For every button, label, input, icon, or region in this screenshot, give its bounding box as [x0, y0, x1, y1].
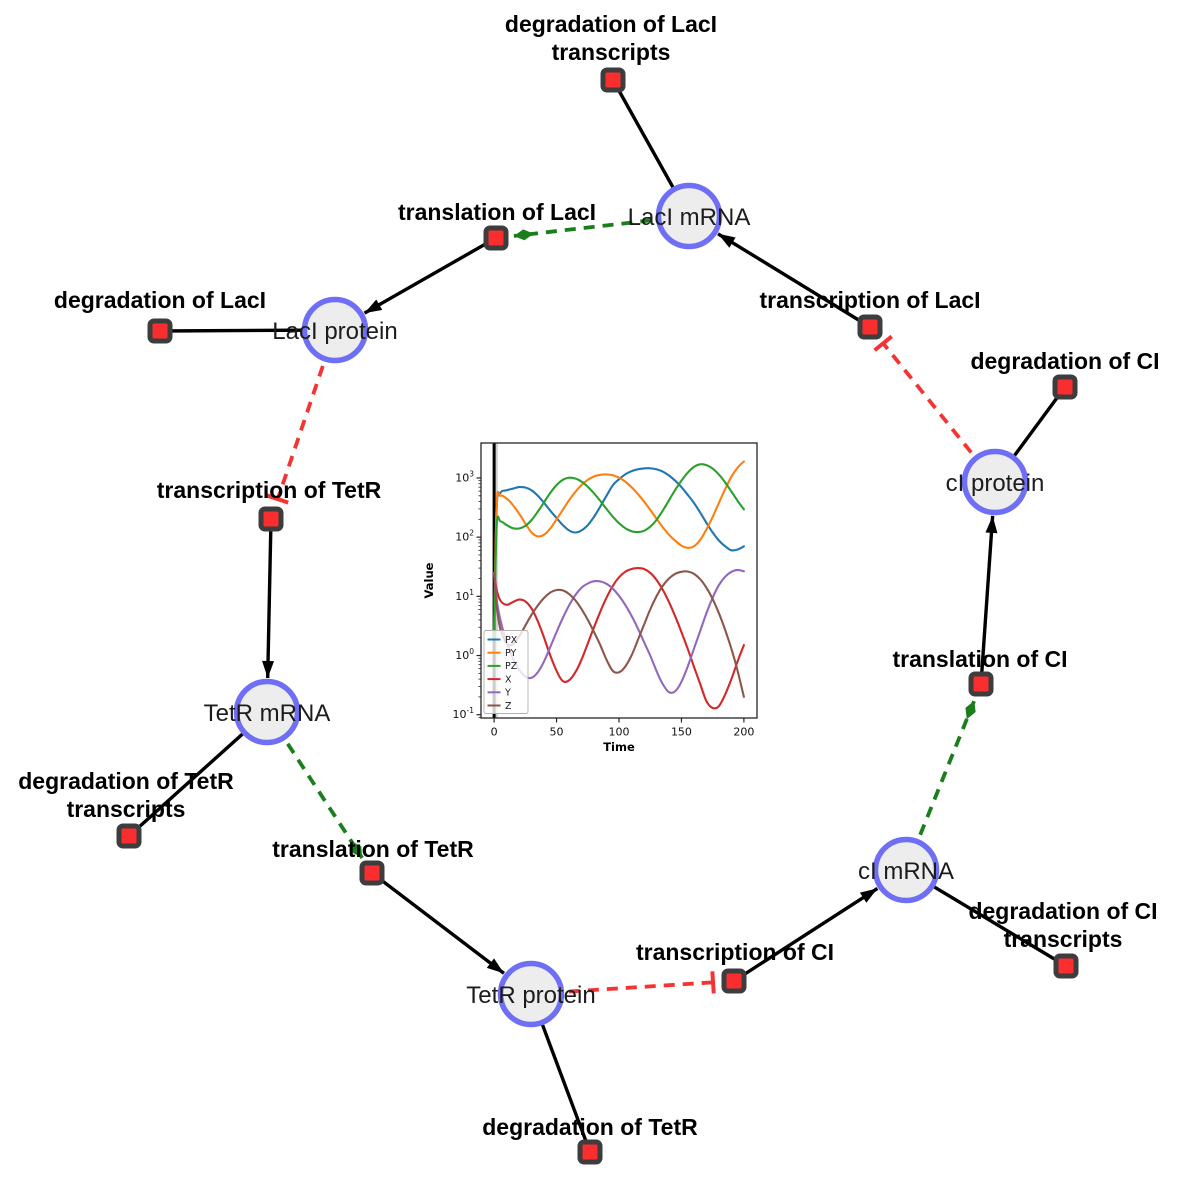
reaction-label-line: translation of LacI	[398, 199, 596, 225]
reaction-label-deg_LacI: degradation of LacI	[54, 287, 266, 313]
reaction-label-line: degradation of CI	[968, 898, 1157, 924]
edge-production-transcription_CI--cI_mRNA	[733, 887, 879, 983]
legend-label-PZ: PZ	[505, 661, 518, 672]
y-tick-exponent: 0	[469, 647, 474, 656]
series-line-X	[493, 567, 745, 710]
species-label-TetR_mRNA: TetR mRNA	[204, 700, 331, 727]
y-tick-label-10e1: 101	[455, 588, 474, 603]
reaction-label-line: degradation of TetR	[18, 768, 234, 794]
edge-production-transcription_TetR--TetR_mRNA	[262, 518, 275, 679]
edge-production-transcription_LacI--LacI_mRNA	[717, 232, 871, 329]
reaction-label-deg_TetR: degradation of TetR	[482, 1114, 698, 1140]
species-node-LacI_mRNA[interactable]	[655, 182, 723, 250]
series-line-PY	[493, 460, 745, 639]
x-tick-label-0: 0	[491, 726, 498, 739]
reaction-label-line: transcription of TetR	[157, 477, 382, 503]
legend-label-PY: PY	[505, 648, 517, 659]
y-tick-label-10e3: 103	[455, 469, 474, 484]
nodes-layer	[116, 67, 1079, 1165]
legend-label-X: X	[505, 674, 512, 685]
species-label-LacI_protein: LacI protein	[272, 318, 397, 345]
reaction-label-line: degradation of LacI	[54, 287, 266, 313]
labels-layer: LacI mRNA LacI protein TetR mRNA TetR prote…	[18, 11, 1159, 1140]
y-tick-label-10e2: 102	[455, 529, 474, 544]
reaction-node-transcription_LacI[interactable]	[857, 314, 883, 340]
y-tick-exponent: 1	[469, 588, 474, 597]
x-tick-label-200: 200	[733, 726, 754, 739]
y-tick-label-10e-1: 10-1	[453, 706, 475, 721]
legend-label-Y: Y	[504, 688, 511, 699]
species-node-cI_protein[interactable]	[961, 448, 1029, 516]
reaction-label-transcription_TetR: transcription of TetR	[157, 477, 382, 503]
reaction-node-translation_CI[interactable]	[968, 671, 994, 697]
x-tick-label-50: 50	[550, 726, 564, 739]
reaction-label-line: transcripts	[552, 39, 671, 65]
reaction-node-deg_LacI[interactable]	[147, 318, 173, 344]
reaction-label-transcription_CI: transcription of CI	[636, 939, 834, 965]
species-label-LacI_mRNA: LacI mRNA	[628, 204, 751, 231]
species-node-TetR_mRNA[interactable]	[233, 678, 301, 746]
species-label-cI_protein: cI protein	[946, 470, 1045, 497]
edge-catalysis-cI_mRNA--translation_CI	[904, 699, 977, 871]
chart-ticks	[476, 477, 745, 723]
legend-label-PX: PX	[505, 635, 518, 646]
reaction-label-translation_CI: translation of CI	[892, 646, 1067, 672]
reaction-node-deg_CI[interactable]	[1052, 374, 1078, 400]
reaction-label-transcription_LacI: transcription of LacI	[759, 287, 980, 313]
chart-y-axis-label: Value	[422, 562, 436, 598]
reaction-label-line: translation of CI	[892, 646, 1067, 672]
series-line-Z	[493, 570, 745, 698]
y-tick-exponent: 3	[469, 469, 474, 478]
reaction-node-translation_LacI[interactable]	[483, 225, 509, 251]
reaction-label-translation_TetR: translation of TetR	[272, 836, 474, 862]
reaction-label-line: degradation of CI	[970, 348, 1159, 374]
reaction-label-deg_CI: degradation of CI	[970, 348, 1159, 374]
series-line-PZ	[493, 463, 745, 639]
edge-production-translation_TetR--TetR_protein	[370, 871, 505, 975]
chart-plot-area	[492, 443, 745, 718]
y-tick-exponent: 2	[469, 529, 474, 538]
reaction-node-transcription_TetR[interactable]	[258, 506, 284, 532]
reaction-label-deg_CI_transcripts: degradation of CI transcripts	[968, 898, 1157, 952]
reaction-label-deg_TetR_transcripts: degradation of TetR transcripts	[18, 768, 234, 822]
reaction-label-translation_LacI: translation of LacI	[398, 199, 596, 225]
species-node-cI_mRNA[interactable]	[872, 836, 940, 904]
edge-inhibition-TetR_protein--transcription_CI	[530, 971, 716, 996]
edge-production-translation_LacI--LacI_protein	[363, 236, 497, 315]
reaction-node-deg_LacI_transcripts[interactable]	[600, 67, 626, 93]
y-tick-exponent: -1	[467, 706, 475, 715]
species-label-TetR_protein: TetR protein	[466, 982, 595, 1009]
edge-production-translation_CI--cI_protein	[979, 515, 998, 685]
reaction-node-translation_TetR[interactable]	[359, 860, 385, 886]
x-tick-label-150: 150	[671, 726, 692, 739]
reaction-label-line: degradation of TetR	[482, 1114, 698, 1140]
species-node-TetR_protein[interactable]	[497, 960, 565, 1028]
chart-legend: PX PY PZ XYZ	[483, 630, 529, 714]
reaction-label-line: transcription of LacI	[759, 287, 980, 313]
reaction-label-line: translation of TetR	[272, 836, 474, 862]
y-tick-label-10e0: 100	[455, 647, 474, 662]
reaction-node-deg_CI_transcripts[interactable]	[1053, 953, 1079, 979]
x-tick-label-100: 100	[609, 726, 630, 739]
chart-x-axis-label: Time	[603, 740, 635, 754]
legend-label-Z: Z	[505, 701, 512, 712]
reaction-label-deg_LacI_transcripts: degradation of LacI transcripts	[505, 11, 717, 65]
reaction-label-line: degradation of LacI	[505, 11, 717, 37]
species-node-LacI_protein[interactable]	[301, 296, 369, 364]
reaction-label-line: transcripts	[67, 796, 186, 822]
series-line-PX	[493, 467, 745, 639]
series-line-Y	[493, 568, 745, 694]
reaction-node-transcription_CI[interactable]	[721, 968, 747, 994]
reaction-label-line: transcripts	[1004, 926, 1123, 952]
reaction-label-line: transcription of CI	[636, 939, 834, 965]
reaction-node-deg_TetR_transcripts[interactable]	[116, 823, 142, 849]
reaction-node-deg_TetR[interactable]	[577, 1139, 603, 1165]
species-label-cI_mRNA: cI mRNA	[858, 858, 954, 885]
